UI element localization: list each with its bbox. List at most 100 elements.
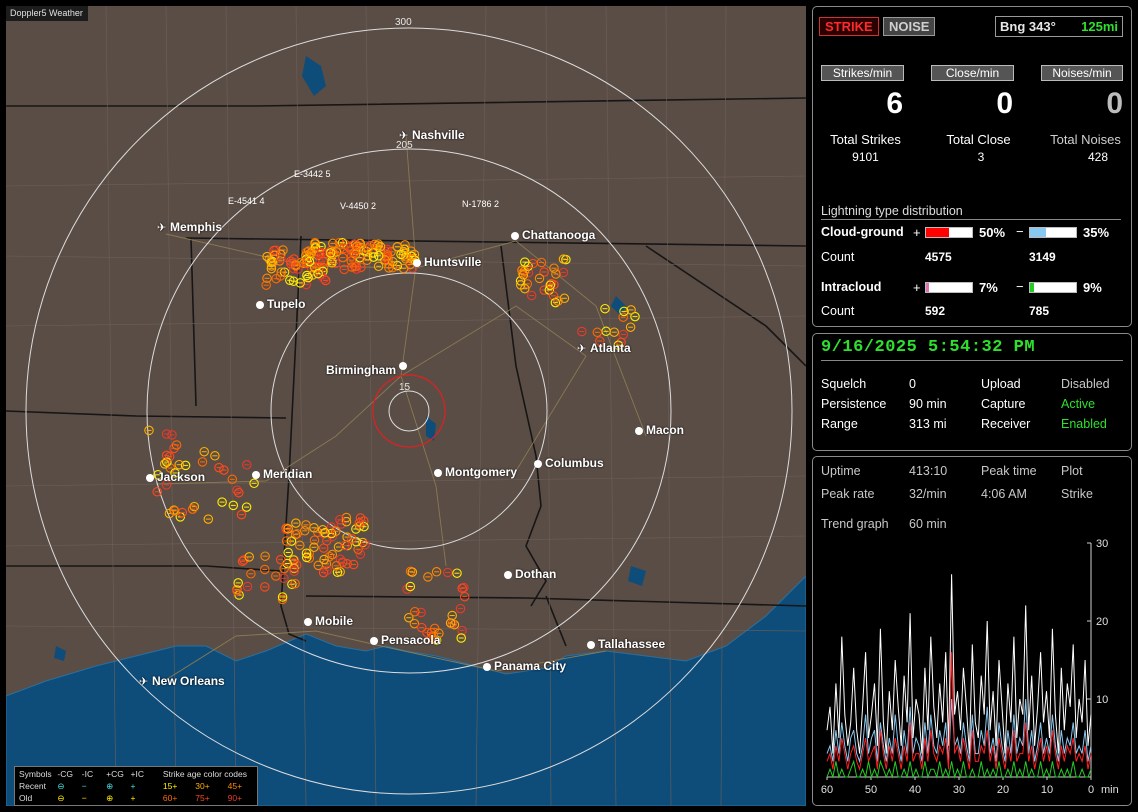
- ic-positive-pct: 7%: [979, 280, 998, 295]
- strike-marker: [534, 273, 545, 284]
- strike-marker: [595, 336, 605, 346]
- strike-marker: [300, 526, 310, 536]
- lakes: [54, 56, 646, 661]
- strike-marker: [339, 264, 349, 275]
- strike-marker: [363, 243, 374, 253]
- strike-marker: [545, 280, 556, 290]
- trend-series-1: [826, 698, 1092, 764]
- receiver-value[interactable]: Enabled: [1061, 417, 1107, 431]
- strike-marker: [382, 252, 393, 262]
- city-memphis: ✈ Memphis: [157, 220, 222, 234]
- neg-ic-icon: −: [81, 781, 87, 791]
- strike-marker: [539, 267, 549, 277]
- bearing-range-display: Bng 343° 125mi: [995, 16, 1123, 37]
- strike-marker: [302, 270, 312, 281]
- negative-sign: −: [1016, 279, 1024, 294]
- upload-value[interactable]: Disabled: [1061, 377, 1110, 391]
- strike-marker: [326, 257, 337, 268]
- strike-marker: [320, 528, 330, 538]
- intracloud-label: Intracloud: [821, 280, 882, 294]
- distribution-title: Lightning type distribution: [821, 204, 1121, 220]
- strike-marker: [398, 246, 409, 257]
- strike-marker: [431, 567, 442, 577]
- strike-marker: [382, 246, 393, 257]
- ic-negative-bar: [1029, 282, 1077, 293]
- strike-marker: [317, 525, 328, 535]
- city-pensacola: Pensacola: [370, 633, 440, 647]
- cg-negative-pct: 35%: [1083, 225, 1110, 240]
- city-montgomery: Montgomery: [434, 465, 517, 479]
- strike-marker: [322, 565, 332, 576]
- city-macon: Macon: [635, 423, 684, 437]
- city-dot-icon: [483, 663, 491, 671]
- map-canvas: [6, 6, 806, 806]
- lightning-map[interactable]: Doppler5 Weather: [6, 6, 806, 806]
- city-name: Tupelo: [267, 297, 306, 311]
- total-close-value: 3: [977, 150, 985, 164]
- strike-marker: [295, 278, 305, 288]
- sensor-label: E-3442 5: [294, 169, 331, 179]
- city-name: Huntsville: [424, 255, 482, 269]
- strike-stats-panel: STRIKE NOISE Bng 343° 125mi Strikes/min …: [812, 6, 1132, 327]
- positive-sign: +: [913, 225, 921, 240]
- strike-marker: [316, 247, 327, 258]
- strike-marker: [295, 540, 305, 551]
- strike-marker: [341, 516, 352, 527]
- strikes-per-min-button[interactable]: Strikes/min: [821, 65, 904, 81]
- persistence-value[interactable]: 90 min: [909, 397, 947, 411]
- plot-value[interactable]: Strike: [1061, 487, 1093, 501]
- strike-marker: [550, 297, 561, 308]
- strike-marker: [526, 290, 537, 301]
- strike-marker: [274, 256, 285, 266]
- trend-graph-value[interactable]: 60 min: [909, 517, 947, 531]
- strike-marker: [434, 628, 444, 639]
- strike-marker: [159, 459, 170, 469]
- squelch-value[interactable]: 0: [909, 377, 916, 391]
- county-lines: [6, 6, 806, 806]
- age-code: 90+: [227, 793, 243, 803]
- strike-marker: [289, 566, 299, 577]
- city-name: Panama City: [494, 659, 567, 673]
- strike-marker: [301, 520, 311, 530]
- strike-marker: [169, 506, 180, 516]
- capture-value[interactable]: Active: [1061, 397, 1096, 411]
- strike-marker: [337, 238, 348, 248]
- city-jackson: Jackson: [146, 470, 205, 484]
- strike-marker: [396, 249, 406, 260]
- strike-marker: [262, 251, 272, 262]
- legend-symbols-label: Symbols: [19, 769, 52, 779]
- strike-marker: [281, 536, 292, 546]
- city-dot-icon: [256, 301, 264, 309]
- strike-marker: [352, 241, 362, 252]
- total-strikes-label: Total Strikes: [830, 132, 901, 147]
- range-setting-value[interactable]: 313 mi: [909, 417, 947, 431]
- x-tick-label: 10: [1041, 784, 1053, 796]
- bearing-value: Bng 343°: [1000, 19, 1056, 34]
- strike-marker: [457, 583, 467, 594]
- strike-marker: [373, 251, 384, 261]
- trend-graph-label: Trend graph: [821, 517, 889, 531]
- city-dot-icon: [413, 259, 421, 267]
- city-tupelo: Tupelo: [256, 297, 305, 311]
- ic-negative-pct: 9%: [1083, 280, 1102, 295]
- strike-marker: [353, 544, 363, 555]
- strike-marker: [304, 248, 315, 259]
- strike-marker: [309, 542, 319, 553]
- upload-label: Upload: [981, 377, 1021, 391]
- city-name: Tallahassee: [598, 637, 666, 651]
- strike-marker: [180, 460, 191, 471]
- strike-marker: [340, 540, 350, 551]
- age-code: 15+: [162, 781, 178, 791]
- strike-marker: [171, 440, 182, 450]
- strike-marker: [219, 465, 229, 475]
- legend-header: +IC: [130, 769, 144, 779]
- strike-mode-tab[interactable]: STRIKE: [819, 17, 879, 36]
- neg-cg-icon: ⊖: [57, 781, 65, 791]
- pos-ic-icon: +: [130, 781, 136, 791]
- city-name: Atlanta: [590, 341, 631, 355]
- close-per-min-button[interactable]: Close/min: [931, 65, 1014, 81]
- total-close-label: Total Close: [946, 132, 1011, 147]
- noise-mode-tab[interactable]: NOISE: [883, 17, 936, 36]
- strike-marker: [291, 518, 301, 528]
- noises-per-min-button[interactable]: Noises/min: [1041, 65, 1123, 81]
